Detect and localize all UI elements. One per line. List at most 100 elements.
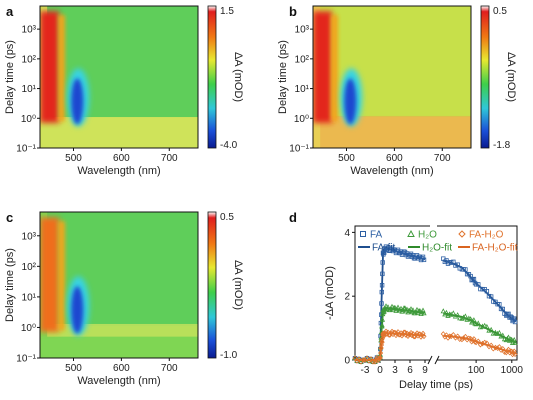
data-point — [404, 306, 410, 312]
data-point — [376, 355, 382, 362]
data-point — [495, 345, 501, 351]
data-point — [477, 341, 483, 348]
heatmap-positive-edge — [331, 14, 338, 122]
panel-label: b — [289, 4, 297, 19]
data-point — [381, 308, 387, 314]
x-tick-label: 600 — [386, 153, 403, 164]
data-point — [378, 345, 384, 351]
data-point — [512, 319, 518, 325]
y-tick-label: 10² — [295, 54, 310, 65]
data-point — [500, 346, 506, 352]
data-point — [463, 267, 468, 272]
legend-label: FA-fit — [372, 243, 396, 254]
series-1 — [352, 244, 518, 364]
colorbar-max-label: 0.5 — [220, 212, 234, 223]
y-tick-label: 10² — [22, 262, 37, 273]
axis-break-mark — [427, 355, 433, 365]
x-axis-label: Wavelength (nm) — [350, 165, 433, 177]
data-point — [464, 316, 470, 322]
data-point — [461, 335, 467, 341]
data-point — [459, 315, 465, 321]
colorbar — [480, 5, 490, 149]
y-tick-label: 10⁻¹ — [16, 354, 36, 365]
data-point — [471, 317, 477, 323]
colorbar-label: ΔA (mOD) — [232, 52, 244, 102]
data-point — [408, 306, 414, 312]
y-tick-label: 10² — [22, 54, 37, 65]
data-point — [492, 329, 499, 335]
data-point — [466, 335, 472, 342]
data-point — [488, 342, 494, 349]
axis-break-mark — [434, 355, 440, 365]
data-point — [480, 340, 486, 347]
y-tick-label: 10³ — [22, 231, 37, 242]
data-point — [447, 333, 453, 340]
plot-frame — [39, 5, 199, 149]
data-point — [467, 316, 474, 322]
panel-label: c — [6, 210, 13, 225]
data-point — [383, 303, 389, 309]
data-point — [442, 311, 448, 317]
data-point — [504, 348, 510, 354]
y-tick-label: 10¹ — [22, 292, 37, 303]
legend-label: H₂O-fit — [422, 243, 452, 254]
heatmap-positive-edge — [58, 221, 65, 331]
data-point — [420, 307, 426, 313]
colorbar-max-label: 0.5 — [493, 6, 507, 17]
heatmap-image — [313, 6, 471, 148]
data-point — [402, 305, 408, 311]
data-point — [454, 312, 461, 318]
y-axis-label: Delay time (ps) — [277, 40, 289, 114]
data-point — [473, 339, 479, 346]
data-point — [378, 350, 384, 356]
data-point — [421, 310, 427, 316]
data-point — [498, 333, 504, 339]
y-tick-label: 10³ — [22, 25, 37, 36]
data-point — [508, 336, 514, 342]
colorbar-label: ΔA (mOD) — [232, 260, 244, 310]
data-point — [399, 332, 405, 339]
data-point — [379, 339, 385, 346]
data-point — [380, 330, 386, 337]
data-point — [401, 329, 407, 336]
panel-b: 500 600 700 10⁻¹ 10⁰ 10¹ 10² 10³ Wavelength (nm)… — [277, 4, 517, 177]
x-tick-label: 9 — [422, 365, 428, 376]
axis-break-gap — [430, 224, 437, 362]
data-point — [445, 335, 451, 341]
data-point — [440, 308, 446, 314]
x-tick-label: 600 — [113, 363, 130, 374]
y-tick-label: 10⁻¹ — [289, 144, 309, 155]
y-axis-label: -ΔA (mOD) — [324, 266, 336, 320]
y-axis-label: Delay time (ps) — [4, 248, 16, 322]
y-tick-label: 0 — [344, 356, 350, 367]
data-point — [389, 303, 395, 309]
data-point — [505, 334, 512, 340]
data-point — [395, 304, 401, 310]
data-point — [503, 349, 509, 356]
data-point — [445, 312, 451, 318]
x-tick-label: 700 — [161, 363, 178, 374]
data-point — [450, 310, 457, 316]
heatmap-image — [40, 6, 198, 148]
data-point — [380, 260, 385, 265]
heatmap-positive-band — [40, 11, 60, 123]
data-point — [508, 348, 514, 354]
data-point — [470, 337, 476, 344]
data-point — [497, 302, 502, 307]
data-point — [484, 323, 490, 329]
data-point — [455, 333, 461, 340]
data-point — [512, 339, 518, 346]
heatmap-early-region — [320, 115, 471, 148]
data-point — [484, 340, 490, 346]
x-tick-label: 500 — [65, 153, 82, 164]
series-2 — [352, 303, 518, 364]
data-point — [482, 322, 488, 328]
heatmap-negative-core — [344, 78, 357, 125]
data-point — [496, 344, 502, 350]
data-point — [469, 277, 474, 283]
legend-marker — [407, 229, 415, 237]
heatmap-negative-core — [71, 78, 84, 125]
x-tick-label: -3 — [361, 365, 370, 376]
colorbar-min-label: -1.0 — [220, 350, 238, 361]
